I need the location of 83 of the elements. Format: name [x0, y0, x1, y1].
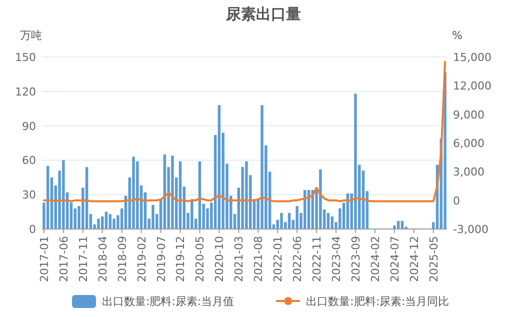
bar — [152, 204, 154, 229]
bar — [97, 218, 100, 229]
x-tick-label: 2019-12 — [174, 236, 188, 282]
bar — [393, 226, 396, 229]
bar — [264, 145, 268, 229]
bar — [241, 167, 244, 229]
bar — [218, 105, 221, 229]
bar — [245, 161, 248, 229]
bar — [148, 218, 150, 229]
y2-tick-label: -3,000 — [453, 223, 488, 236]
y2-tick-label: 6,000 — [453, 137, 484, 150]
x-tick-label: 2024-12 — [408, 236, 421, 282]
y-tick-label: 120 — [15, 85, 36, 98]
bar — [74, 208, 76, 229]
bar — [62, 160, 65, 229]
chart-title: 尿素出口量 — [225, 5, 301, 23]
x-tick-label: 2022-11 — [310, 236, 324, 282]
bar — [260, 105, 264, 229]
bar — [93, 224, 96, 229]
y-tick-label: 90 — [22, 120, 36, 133]
bar — [210, 202, 213, 229]
y-tick-label: 0 — [29, 223, 36, 236]
x-tick-label: 2019-02 — [135, 236, 148, 282]
y-tick-label: 30 — [22, 188, 36, 202]
bar — [58, 170, 61, 229]
bar — [284, 222, 287, 229]
bar — [116, 215, 120, 229]
x-tick-label: 2022-01 — [272, 236, 285, 282]
bar — [78, 206, 80, 229]
x-tick-label: 2020-05 — [194, 236, 207, 282]
bar — [354, 94, 357, 229]
legend-label: 出口数量:肥料:尿素:当月值 — [102, 295, 234, 308]
bar — [186, 212, 190, 229]
y-tick-label: 150 — [15, 51, 36, 64]
bar — [276, 220, 279, 229]
x-tick-label: 2025-05 — [427, 236, 440, 282]
x-tick-label: 2024-07 — [388, 236, 402, 282]
bar — [206, 208, 209, 229]
x-tick-label: 2017-06 — [57, 236, 70, 282]
bar — [167, 167, 170, 229]
legend-label: 出口数量:肥料:尿素:当月同比 — [306, 295, 450, 308]
x-tick-label: 2022-06 — [291, 236, 304, 282]
x-tick-label: 2017-11 — [76, 236, 90, 282]
y2-tick-label: 0 — [453, 194, 460, 208]
bar — [342, 202, 346, 229]
y-tick-label: 60 — [22, 154, 36, 168]
x-tick-label: 2018-09 — [116, 236, 129, 282]
bar — [132, 156, 135, 229]
y2-tick-label: 9,000 — [453, 108, 484, 122]
bar — [350, 193, 353, 229]
bar — [136, 161, 139, 229]
x-tick-label: 2021-08 — [252, 236, 266, 282]
bar — [190, 199, 194, 229]
x-tick-label: 2023-09 — [349, 236, 362, 282]
x-tick-label: 2018-04 — [96, 236, 110, 282]
x-tick-label: 2024-02 — [368, 236, 382, 282]
bar — [226, 164, 228, 229]
legend: 出口数量:肥料:尿素:当月值 — [72, 295, 234, 308]
bar — [296, 206, 298, 229]
bar — [82, 188, 84, 229]
y2-axis-title: % — [452, 29, 462, 42]
bar — [280, 212, 283, 229]
bar — [171, 156, 174, 229]
bar — [315, 188, 318, 229]
bar — [338, 208, 342, 229]
x-tick-label: 2020-10 — [213, 236, 226, 282]
y2-tick-label: 12,000 — [453, 80, 492, 93]
bar — [334, 222, 338, 229]
bar — [70, 202, 73, 229]
x-tick-label: 2021-03 — [232, 236, 246, 282]
y2-tick-label: 15,000 — [453, 51, 492, 64]
y-axis-title: 万吨 — [20, 29, 42, 42]
y2-tick-label: 3,000 — [453, 166, 484, 179]
x-tick-label: 2017-01 — [38, 236, 51, 282]
x-tick-label: 2023-04 — [330, 236, 344, 282]
bar — [300, 212, 302, 229]
bar — [319, 169, 322, 229]
bar — [112, 218, 116, 229]
bar — [42, 202, 46, 229]
bar — [202, 204, 205, 229]
x-tick-label: 2019-07 — [154, 236, 168, 282]
bar — [222, 132, 224, 229]
legend: 出口数量:肥料:尿素:当月同比 — [276, 295, 450, 308]
